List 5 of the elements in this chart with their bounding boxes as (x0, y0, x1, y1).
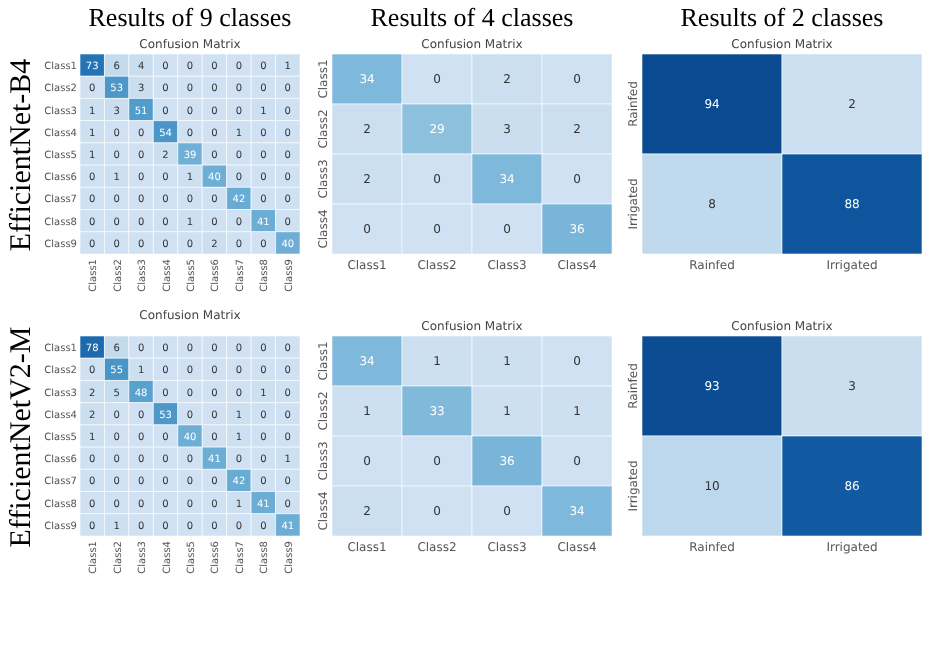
y-axis-title: EfficientNetV2-M (6, 326, 39, 548)
chart-title: Results of 4 classes (370, 1, 574, 32)
chart-title: Results of 9 classes (88, 1, 292, 32)
chart-title: Results of 2 classes (680, 1, 884, 32)
y-axis-title: EfficientNet-B4 (6, 57, 39, 252)
